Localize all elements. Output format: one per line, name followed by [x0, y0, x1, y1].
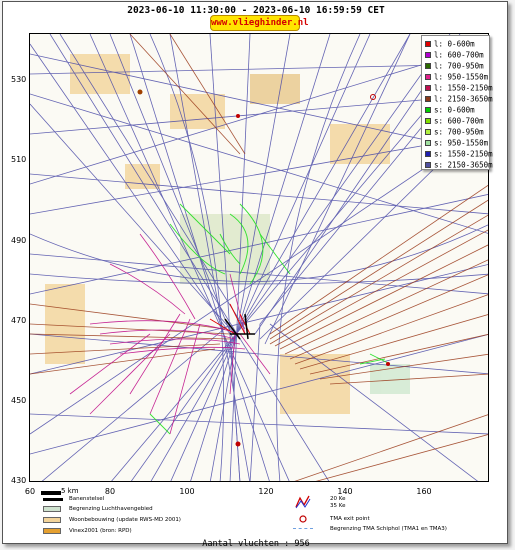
- legend-swatch: [425, 96, 431, 102]
- x-tick: 100: [179, 487, 195, 496]
- legend-swatch: [425, 140, 431, 146]
- noise-20-label: 20 Ke: [330, 496, 346, 502]
- altitude-legend: l: 0-600m l: 600-700m l: 700-950m l: 950…: [421, 35, 493, 170]
- airport-area-key-label: Begrenzing Luchthavengebied: [69, 506, 153, 512]
- vinex-swatch: [43, 528, 61, 534]
- legend-item: l: 1550-2150m: [425, 83, 493, 93]
- legend-swatch: [425, 129, 431, 135]
- legend-swatch: [425, 41, 431, 47]
- map-key: Banenstelsel Begrenzing Luchthavengebied…: [3, 492, 509, 538]
- green-tracks: [149, 203, 391, 435]
- airport-area-swatch: [43, 506, 61, 512]
- x-tick: 140: [337, 487, 353, 496]
- tma-boundary-key-label: Begrenzing TMA Schiphol (TMA1 en TMA3): [330, 526, 447, 532]
- flight-count: Aantal vluchten : 956: [202, 539, 310, 549]
- y-tick: 490: [11, 236, 27, 245]
- legend-item: s: 2150-3650m: [425, 160, 493, 170]
- y-tick: 530: [11, 75, 27, 84]
- legend-swatch: [425, 151, 431, 157]
- exit-point-icon: [299, 515, 307, 523]
- x-tick: 60: [24, 487, 36, 496]
- legend-item: l: 600-700m: [425, 50, 484, 60]
- tma-exit-point: [370, 94, 376, 100]
- tma-boundary-swatch: [293, 528, 313, 529]
- housing-swatch: [43, 517, 61, 523]
- y-tick: 450: [11, 396, 27, 405]
- map-canvas: [30, 34, 488, 481]
- legend-item: l: 950-1550m: [425, 72, 488, 82]
- legend-item: s: 700-950m: [425, 127, 484, 137]
- high-altitude-tracks: [30, 34, 488, 481]
- tma-exit-point: [386, 362, 390, 366]
- magenta-tracks: [69, 233, 271, 435]
- legend-item: s: 600-700m: [425, 116, 484, 126]
- noise-contour-icon: [295, 495, 311, 509]
- legend-swatch: [425, 52, 431, 58]
- low-altitude-tracks: [209, 303, 251, 335]
- tma-exit-key-label: TMA exit point: [330, 516, 370, 522]
- legend-item: s: 1550-2150m: [425, 149, 493, 159]
- legend-item: s: 950-1550m: [425, 138, 488, 148]
- tma-exit-point: [137, 89, 143, 95]
- time-range-title: 2023-06-10 11:30:00 - 2023-06-10 16:59:5…: [127, 5, 385, 16]
- scale-bar: [41, 491, 61, 495]
- noise-35-label: 35 Ke: [330, 503, 346, 509]
- brown-tracks: [30, 34, 488, 481]
- legend-item: l: 700-950m: [425, 61, 484, 71]
- housing-key-label: Woonbebouwing (update RWS-MD 2001): [69, 517, 181, 523]
- tma-exit-point: [236, 114, 240, 118]
- x-tick: 120: [258, 487, 274, 496]
- flight-track-map[interactable]: [29, 33, 489, 482]
- legend-swatch: [425, 118, 431, 124]
- legend-swatch: [425, 107, 431, 113]
- x-tick: 160: [416, 487, 432, 496]
- y-tick: 470: [11, 316, 27, 325]
- legend-swatch: [425, 74, 431, 80]
- legend-item: l: 0-600m: [425, 39, 475, 49]
- runway-swatch: [43, 498, 63, 501]
- legend-swatch: [425, 162, 431, 168]
- y-tick: 510: [11, 155, 27, 164]
- site-badge[interactable]: www.vlieghinder.nl: [210, 15, 309, 31]
- legend-item: l: 2150-3650m: [425, 94, 493, 104]
- runway-system: [224, 313, 255, 340]
- runway-key-label: Banenstelsel: [69, 496, 105, 502]
- vinex-key-label: Vinex2001 (bron: RPD): [69, 528, 132, 534]
- legend-item: s: 0-600m: [425, 105, 475, 115]
- tma-exit-point: [235, 441, 241, 447]
- y-tick: 430: [11, 476, 27, 485]
- legend-swatch: [425, 85, 431, 91]
- x-tick: 80: [104, 487, 116, 496]
- scale-bar-label: 5 km: [61, 487, 79, 495]
- legend-swatch: [425, 63, 431, 69]
- background-terrain: [45, 54, 410, 414]
